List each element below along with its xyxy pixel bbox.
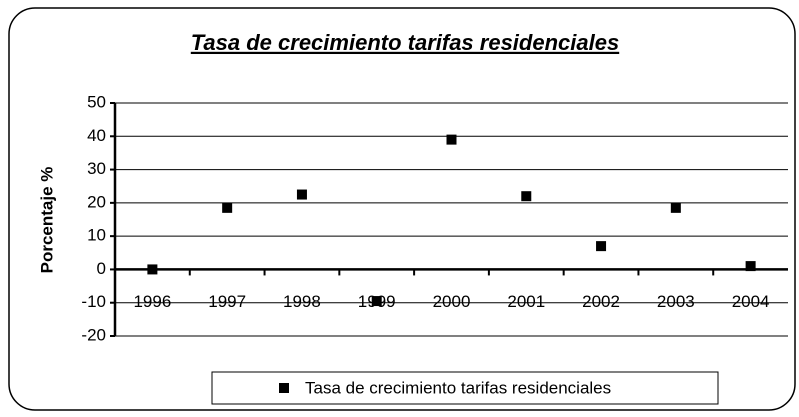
x-tick-label: 2001 <box>507 292 545 311</box>
y-tick-label: -20 <box>81 325 106 344</box>
chart-title: Tasa de crecimiento tarifas residenciale… <box>191 30 619 55</box>
y-tick-label: 10 <box>87 226 106 245</box>
data-point <box>147 264 158 275</box>
data-point <box>670 202 681 213</box>
x-tick-label: 1998 <box>283 292 321 311</box>
legend-marker <box>279 383 289 393</box>
y-tick-label: 20 <box>87 192 106 211</box>
legend-box <box>211 371 719 405</box>
data-point <box>596 241 607 252</box>
x-tick-label: 2000 <box>433 292 471 311</box>
y-tick-label: -10 <box>81 292 106 311</box>
data-point <box>222 202 233 213</box>
x-tick-label: 1996 <box>133 292 171 311</box>
x-tick-label: 2003 <box>657 292 695 311</box>
data-point <box>446 134 457 145</box>
x-tick-label: 2004 <box>732 292 770 311</box>
legend-label: Tasa de crecimiento tarifas residenciale… <box>305 378 611 397</box>
y-tick-label: 40 <box>87 126 106 145</box>
x-tick-label: 1997 <box>208 292 246 311</box>
chart-frame <box>8 7 796 411</box>
y-tick-label: 50 <box>87 92 106 111</box>
data-point <box>371 296 382 307</box>
y-tick-label: 30 <box>87 159 106 178</box>
data-point <box>296 189 307 200</box>
x-tick-label: 2002 <box>582 292 620 311</box>
y-axis-label: Porcentaje % <box>37 167 56 274</box>
y-tick-label: 0 <box>97 259 106 278</box>
data-point <box>745 261 756 272</box>
data-point <box>521 191 532 202</box>
